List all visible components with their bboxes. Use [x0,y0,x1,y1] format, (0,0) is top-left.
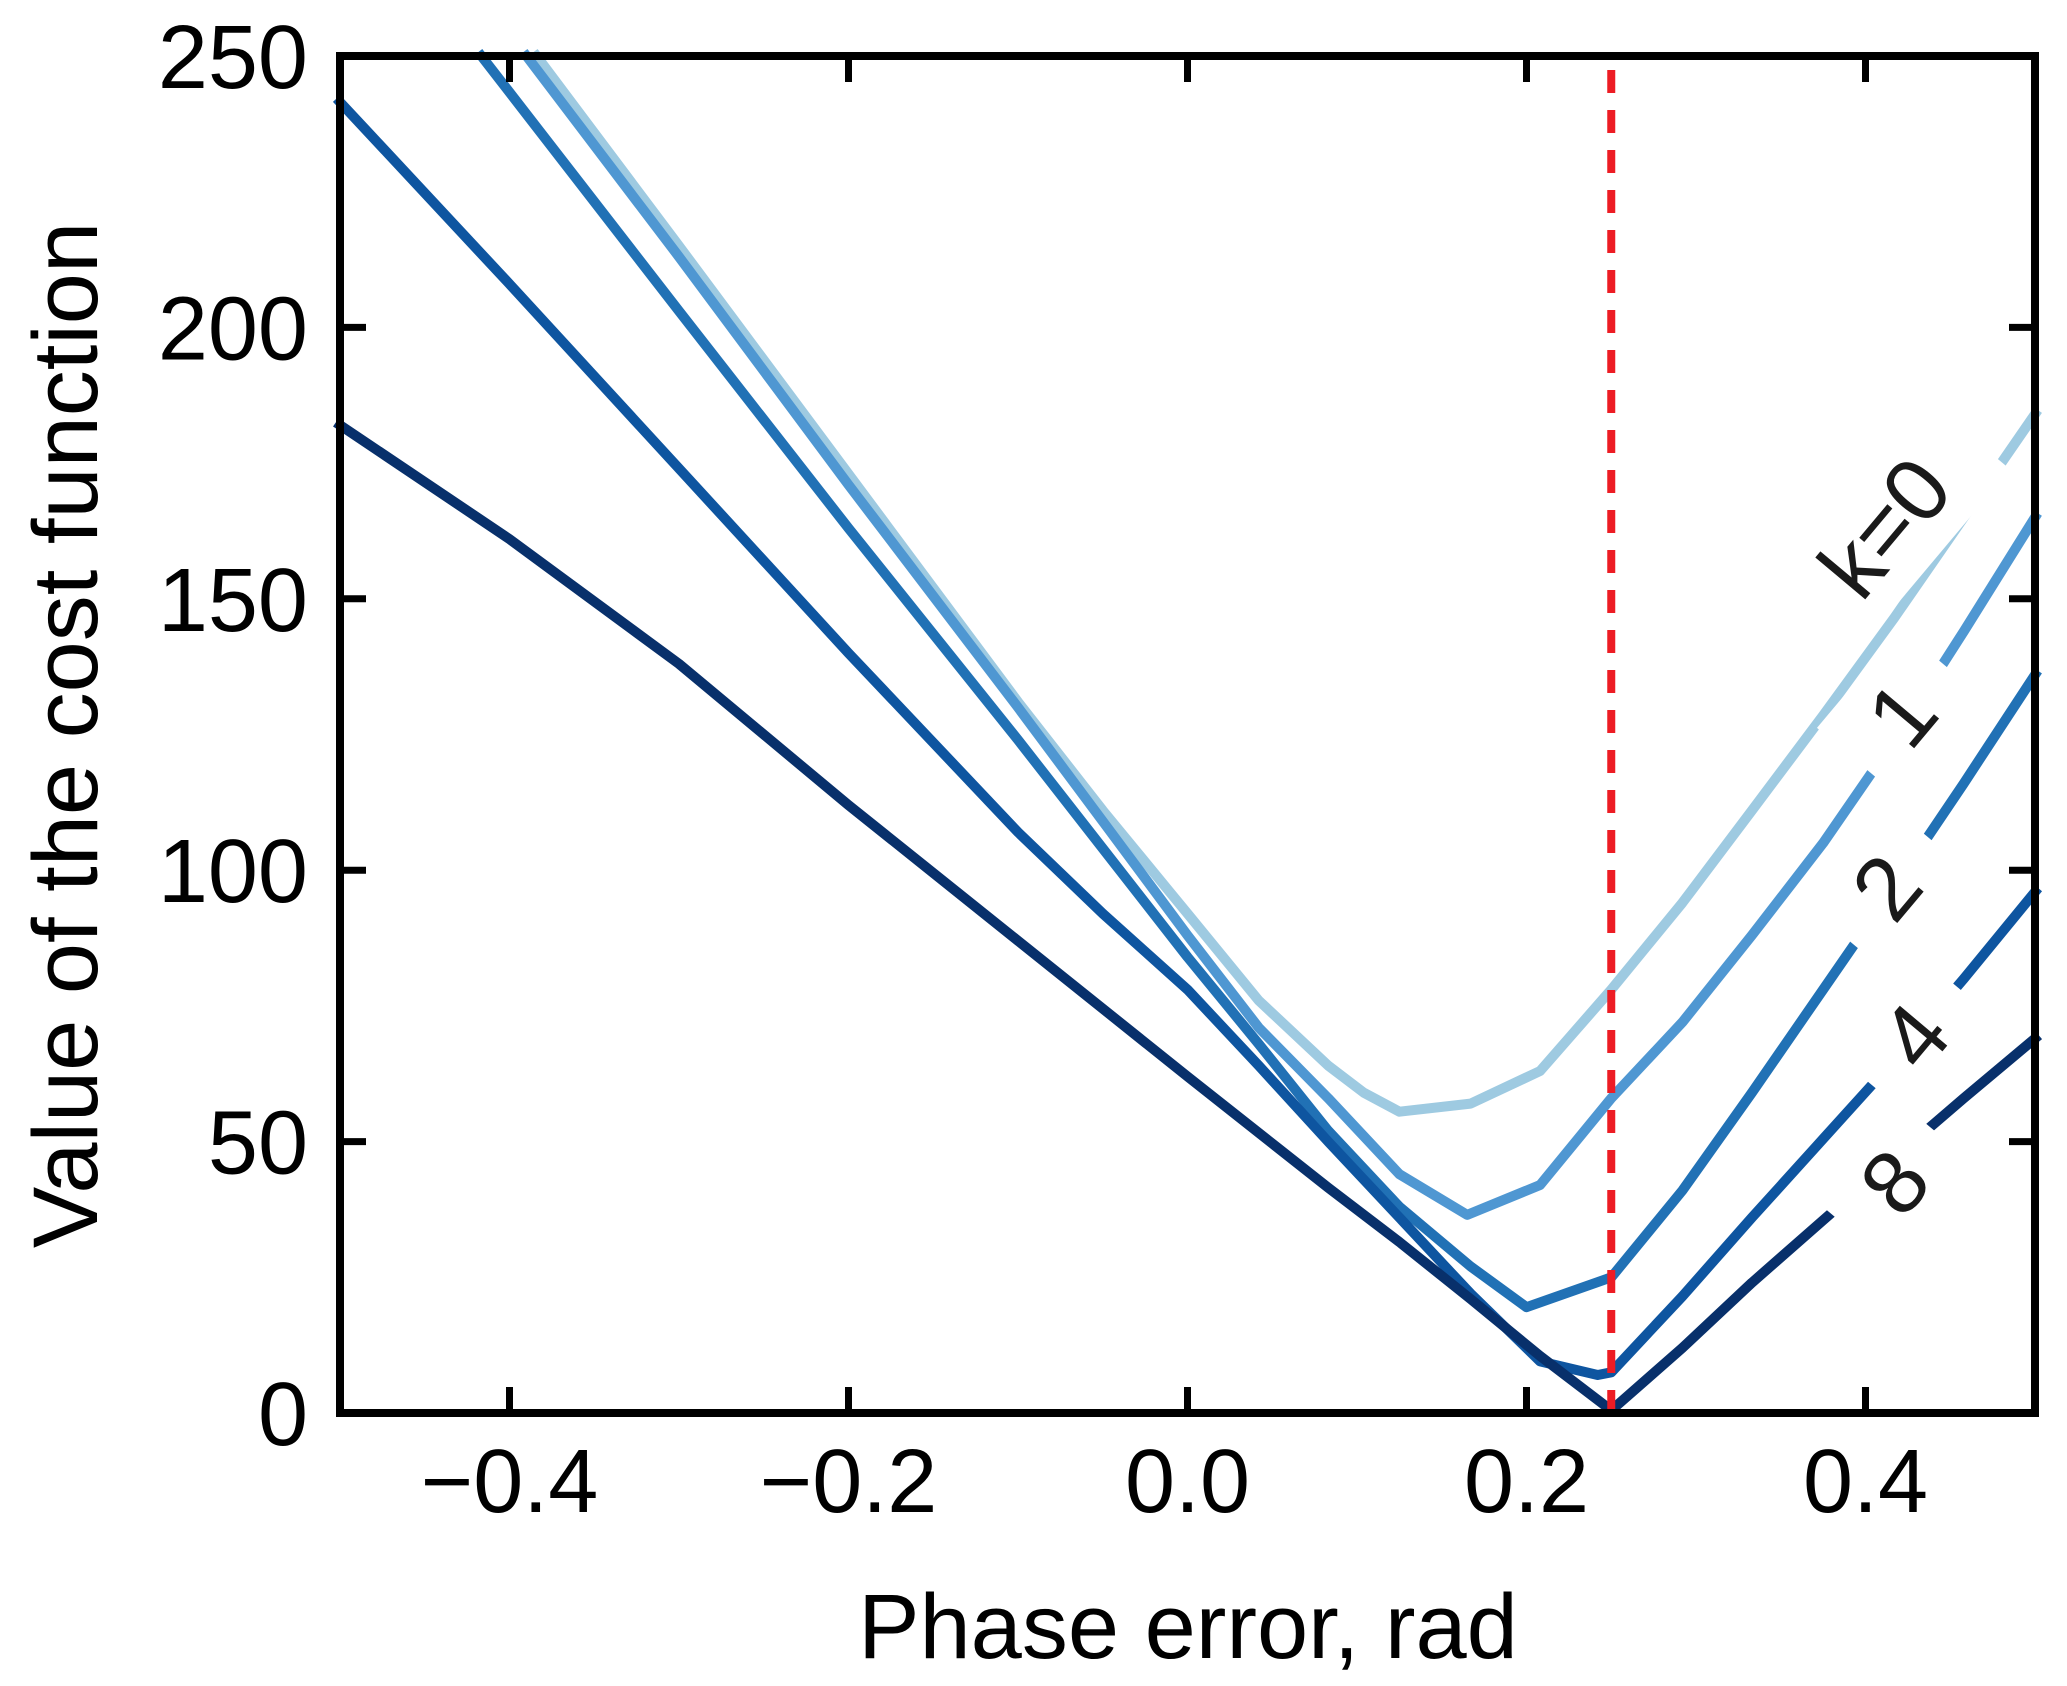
curve-label-bbox-k0 [1761,395,2011,661]
x-axis-title: Phase error, rad [858,1576,1518,1678]
curve-k2 [474,48,2042,1313]
x-tick-label-3: 0.2 [1464,1432,1589,1532]
x-tick-label-4: 0.4 [1803,1432,1928,1532]
tick-labels-group: −0.4 −0.2 0.0 0.2 0.4 0 50 100 150 200 250 [158,8,1928,1532]
x-tick-label-0: −0.4 [421,1432,599,1532]
y-axis-title: Value of the cost function [15,222,117,1248]
x-tick-label-1: −0.2 [760,1432,938,1532]
y-tick-label-1: 50 [208,1094,308,1194]
curve-k1 [519,48,2042,1220]
axes-frame-group [336,52,2039,1417]
y-tick-label-0: 0 [258,1365,308,1465]
curve-label-group-k1: 1 [1816,628,1989,802]
curve-label-group-k4: 4 [1829,950,2002,1124]
curve-label-bbox-k1 [1816,628,1989,802]
x-tick-label-2: 0.0 [1125,1432,1250,1532]
curve-label-group-k2: 2 [1801,801,1974,975]
y-tick-label-4: 200 [158,279,308,379]
curves-group [332,48,2043,1416]
axes-frame [336,52,2039,1417]
curve-label-group-k8: 8 [1809,1096,1982,1270]
y-tick-label-3: 150 [158,551,308,651]
curve-label-bbox-k8 [1809,1096,1982,1270]
curve-k4 [332,95,2043,1380]
curve-label-bbox-k4 [1829,950,2002,1124]
y-tick-label-5: 250 [158,8,308,108]
curve-label-bbox-k2 [1801,801,1974,975]
y-tick-label-2: 100 [158,822,308,922]
